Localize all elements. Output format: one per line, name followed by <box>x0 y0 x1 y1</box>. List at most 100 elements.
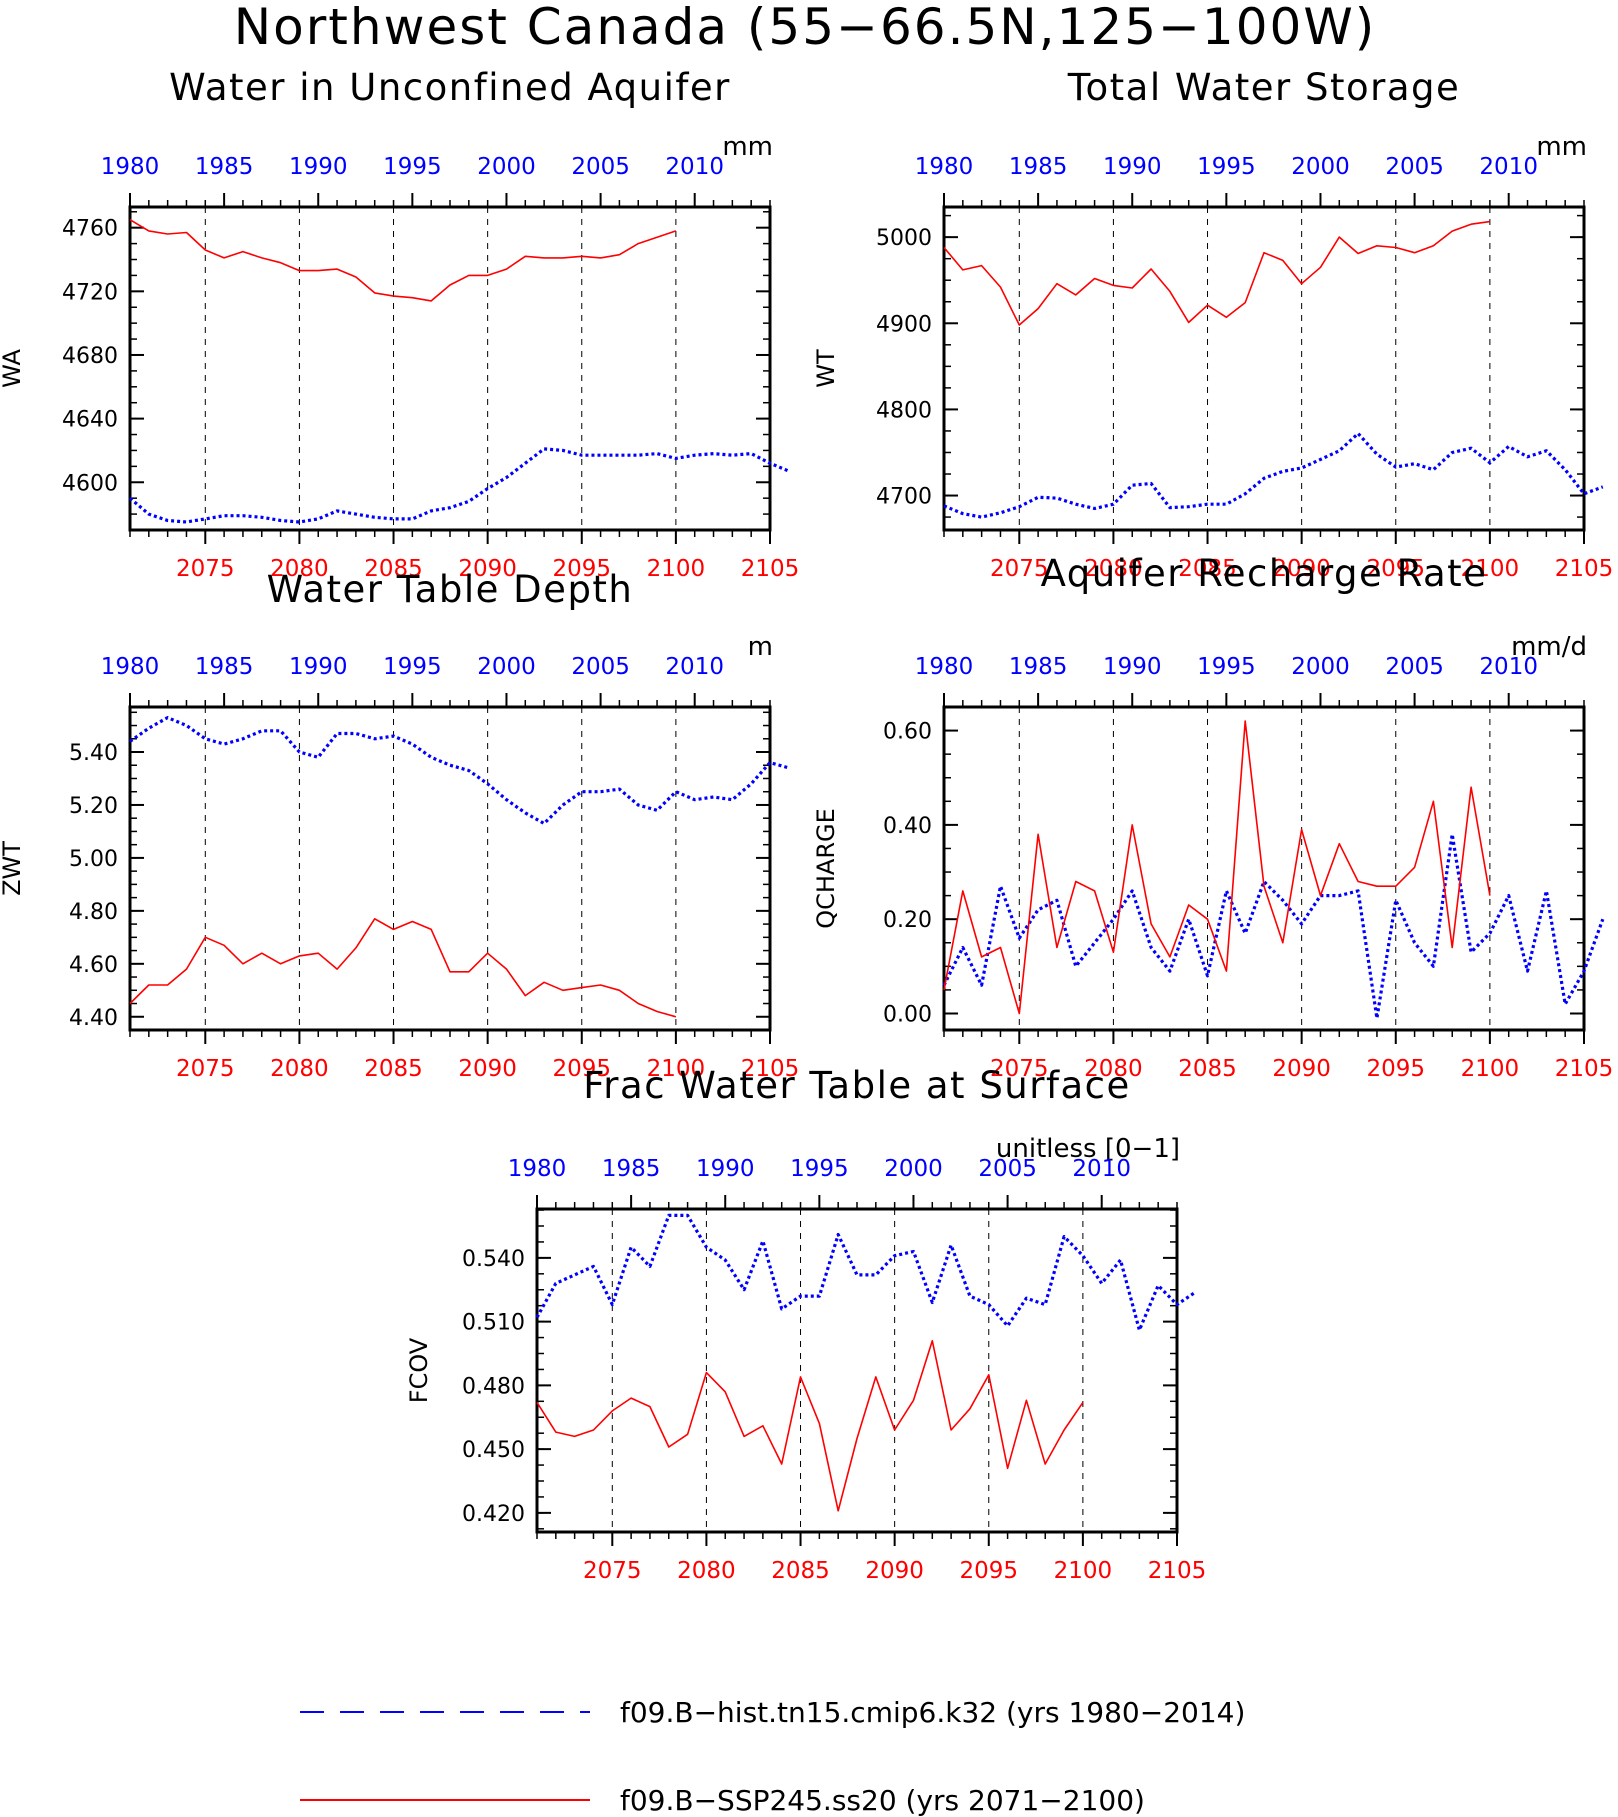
y-tick-label: 4.60 <box>69 953 118 978</box>
top-tick-label: 1985 <box>195 654 254 680</box>
y-axis-label: FCOV <box>405 1337 433 1403</box>
page-title: Northwest Canada (55−66.5N,125−100W) <box>234 0 1377 56</box>
top-tick-label: 2005 <box>571 154 630 180</box>
series-line-ssp <box>943 720 1491 1015</box>
bottom-tick-label: 2090 <box>458 1056 517 1082</box>
plot-frame <box>942 205 1586 532</box>
bottom-tick-label: 2100 <box>1461 556 1520 582</box>
bottom-tick-label: 2075 <box>176 556 235 582</box>
top-tick-label: 2010 <box>1479 654 1538 680</box>
bottom-tick-label: 2100 <box>1461 1056 1520 1082</box>
top-tick-label: 2000 <box>1291 154 1350 180</box>
top-tick-label: 1995 <box>1197 654 1256 680</box>
y-tick-label: 5.00 <box>69 847 118 872</box>
units-label: m <box>748 632 773 662</box>
y-tick-label: 4.40 <box>69 1006 118 1031</box>
y-tick-label: 0.420 <box>462 1502 525 1527</box>
bottom-tick-label: 2075 <box>990 556 1049 582</box>
top-tick-label: 2005 <box>1385 654 1444 680</box>
bottom-tick-label: 2085 <box>771 1558 830 1584</box>
top-tick-label: 2005 <box>571 654 630 680</box>
bottom-tick-label: 2080 <box>1084 556 1143 582</box>
bottom-tick-label: 2105 <box>1555 556 1614 582</box>
bottom-tick-label: 2105 <box>741 556 800 582</box>
bottom-tick-label: 2105 <box>1555 1056 1614 1082</box>
bottom-tick-label: 2080 <box>270 556 329 582</box>
plot-frame <box>942 705 1586 1032</box>
y-tick-label: 0.540 <box>462 1247 525 1272</box>
y-tick-label: 0.20 <box>883 908 932 933</box>
bottom-tick-label: 2075 <box>990 1056 1049 1082</box>
series-line-hist <box>942 832 1605 1020</box>
y-tick-label: 4700 <box>876 485 932 510</box>
y-tick-label: 4900 <box>876 312 932 337</box>
chart-water-in-unconfined-aquifer: Water in Unconfined Aquifer mm 4600 4640 468… <box>0 66 799 582</box>
top-tick-label: 1990 <box>1103 154 1162 180</box>
top-tick-label: 2000 <box>477 654 536 680</box>
series-line-ssp <box>129 917 677 1018</box>
series-line-hist <box>943 431 1604 519</box>
top-tick-label: 2000 <box>884 1156 943 1182</box>
bottom-tick-label: 2075 <box>176 1056 235 1082</box>
y-tick-label: 4720 <box>62 280 118 305</box>
plot-frame <box>535 1207 1179 1534</box>
bottom-tick-label: 2080 <box>270 1056 329 1082</box>
y-tick-label: 4800 <box>876 398 932 423</box>
bottom-tick-label: 2105 <box>741 1056 800 1082</box>
bottom-tick-label: 2085 <box>364 1056 423 1082</box>
series-line-ssp <box>536 1340 1084 1512</box>
bottom-tick-label: 2100 <box>1054 1558 1113 1584</box>
bottom-tick-label: 2095 <box>1366 556 1425 582</box>
y-tick-label: 0.510 <box>462 1311 525 1336</box>
top-tick-label: 2000 <box>477 154 536 180</box>
top-tick-label: 1995 <box>383 654 442 680</box>
y-axis-label: WA <box>0 349 26 388</box>
top-tick-label: 1980 <box>101 654 160 680</box>
units-label: mm <box>1536 132 1587 162</box>
top-tick-label: 1995 <box>790 1156 849 1182</box>
series-line-ssp <box>943 220 1491 326</box>
top-tick-label: 1985 <box>602 1156 661 1182</box>
chart-title: Frac Water Table at Surface <box>583 1064 1131 1107</box>
y-tick-label: 0.00 <box>883 1002 932 1027</box>
top-tick-label: 1990 <box>1103 654 1162 680</box>
bottom-tick-label: 2095 <box>959 1558 1018 1584</box>
bottom-tick-label: 2095 <box>552 1056 611 1082</box>
y-axis-label: WT <box>812 349 840 388</box>
top-tick-label: 2005 <box>978 1156 1037 1182</box>
bottom-tick-label: 2090 <box>1272 556 1331 582</box>
top-tick-label: 2010 <box>665 154 724 180</box>
y-tick-label: 5.40 <box>69 741 118 766</box>
series-line-hist <box>535 1213 1197 1332</box>
bottom-tick-label: 2075 <box>583 1558 642 1584</box>
chart-title: Total Water Storage <box>1067 66 1461 109</box>
top-tick-label: 2005 <box>1385 154 1444 180</box>
bottom-tick-label: 2095 <box>1366 1056 1425 1082</box>
bottom-tick-label: 2100 <box>647 1056 706 1082</box>
legend: f09.B−hist.tn15.cmip6.k32 (yrs 1980−2014… <box>300 1696 1245 1817</box>
bottom-tick-label: 2080 <box>677 1558 736 1584</box>
top-tick-label: 1985 <box>1009 654 1068 680</box>
chart-total-water-storage: Total Water Storage mm 4700 4800 4900 5000 WT 1… <box>812 66 1613 582</box>
top-tick-label: 1995 <box>1197 154 1256 180</box>
bottom-tick-label: 2085 <box>364 556 423 582</box>
plot-frame <box>128 205 772 532</box>
y-tick-label: 4.80 <box>69 900 118 925</box>
y-tick-label: 0.60 <box>883 720 932 745</box>
bottom-tick-label: 2085 <box>1178 556 1237 582</box>
bottom-tick-label: 2095 <box>552 556 611 582</box>
top-tick-label: 2000 <box>1291 654 1350 680</box>
bottom-tick-label: 2090 <box>458 556 517 582</box>
bottom-tick-label: 2090 <box>1272 1056 1331 1082</box>
plot-frame <box>128 705 772 1032</box>
top-tick-label: 2010 <box>665 654 724 680</box>
bottom-tick-label: 2100 <box>647 556 706 582</box>
series-line-ssp <box>129 219 677 302</box>
bottom-tick-label: 2080 <box>1084 1056 1143 1082</box>
y-axis-label: QCHARGE <box>812 808 840 929</box>
y-axis-label: ZWT <box>0 841 26 896</box>
legend-label-ssp: f09.B−SSP245.ss20 (yrs 2071−2100) <box>620 1784 1145 1817</box>
y-tick-label: 5000 <box>876 226 932 251</box>
y-tick-label: 4600 <box>62 471 118 496</box>
